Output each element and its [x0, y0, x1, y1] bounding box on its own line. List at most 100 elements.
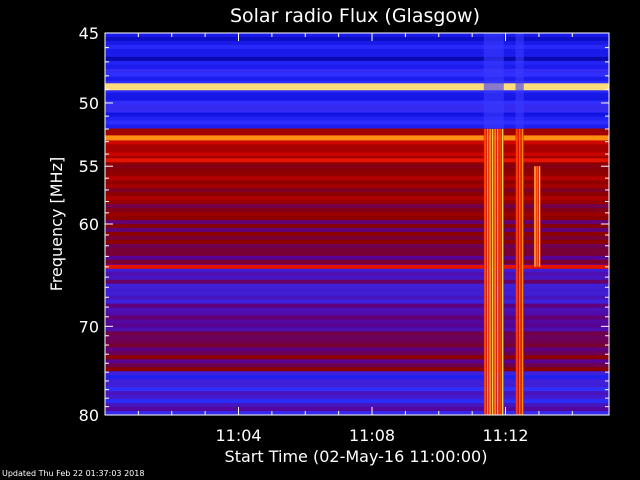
- y-axis-label: Frequency [MHz]: [47, 157, 66, 291]
- frequency-row: [105, 80, 609, 86]
- x-tick-label: 11:08: [349, 426, 395, 445]
- frequency-row: [105, 68, 609, 74]
- burst-streak: [501, 129, 504, 415]
- frequency-row: [105, 299, 609, 305]
- frequency-row: [105, 315, 609, 320]
- frequency-row: [105, 196, 609, 201]
- frequency-row: [105, 271, 609, 277]
- burst-streak: [491, 129, 494, 415]
- frequency-row: [105, 247, 609, 253]
- frequency-row: [105, 227, 609, 233]
- frequency-row: [105, 96, 609, 102]
- frequency-row: [105, 88, 609, 94]
- frequency-row: [105, 160, 609, 165]
- frequency-row: [105, 140, 609, 145]
- frequency-row: [105, 124, 609, 129]
- frequency-row: [105, 379, 609, 384]
- frequency-row: [105, 339, 609, 344]
- frequency-row: [105, 383, 609, 388]
- frequency-row: [105, 267, 609, 273]
- frequency-row: [105, 40, 609, 46]
- frequency-row: [105, 231, 609, 237]
- frequency-row: [105, 255, 609, 261]
- axes: 45 50 55 60 70 80 11:04 11:08 11:12: [79, 24, 610, 445]
- y-tick-label: 55: [79, 157, 99, 176]
- frequency-row: [105, 52, 609, 58]
- frequency-row: [105, 303, 609, 309]
- emission-line: [105, 83, 609, 91]
- burst-streak: [499, 129, 501, 415]
- frequency-row: [105, 33, 609, 38]
- frequency-row: [105, 212, 609, 217]
- frequency-row: [105, 319, 609, 324]
- constant-emission-lines: [105, 83, 609, 269]
- chart-title: Solar radio Flux (Glasgow): [230, 5, 480, 27]
- frequency-row: [105, 399, 609, 404]
- frequency-row: [105, 224, 609, 229]
- frequency-row: [105, 307, 609, 313]
- y-tick-label: 45: [79, 24, 99, 43]
- burst-region: [483, 129, 504, 415]
- frequency-row: [105, 132, 609, 137]
- frequency-row: [105, 104, 609, 110]
- burst-streak: [494, 129, 496, 415]
- burst-streak: [521, 129, 524, 415]
- frequency-row: [105, 239, 609, 245]
- frequency-row: [105, 363, 609, 368]
- frequency-row: [105, 323, 609, 328]
- frequency-row: [105, 351, 609, 356]
- burst-streak: [519, 129, 521, 415]
- frequency-row: [105, 44, 609, 50]
- frequency-row: [105, 367, 609, 372]
- frequency-row: [105, 395, 609, 400]
- frequency-row: [105, 387, 609, 392]
- frequency-row: [105, 60, 609, 66]
- frequency-row: [105, 36, 609, 42]
- frequency-row: [105, 259, 609, 265]
- frequency-row: [105, 116, 609, 122]
- burst-streak: [538, 166, 541, 267]
- frequency-row: [105, 359, 609, 364]
- frequency-row: [105, 120, 609, 126]
- frequency-row: [105, 347, 609, 352]
- burst-low-freq-band: [515, 33, 524, 129]
- frequency-row: [105, 355, 609, 360]
- frequency-row: [105, 371, 609, 376]
- y-tick-label: 70: [79, 317, 99, 336]
- frequency-row: [105, 335, 609, 340]
- frequency-row: [105, 295, 609, 301]
- frequency-row: [105, 291, 609, 297]
- x-tick-label: 11:12: [482, 426, 528, 445]
- frequency-row: [105, 283, 609, 289]
- frequency-row: [105, 192, 609, 197]
- burst-streak: [486, 129, 489, 415]
- updated-timestamp: Updated Thu Feb 22 01:37:03 2018: [2, 469, 145, 478]
- frequency-row: [105, 411, 609, 416]
- frequency-row: [105, 204, 609, 209]
- frequency-row: [105, 128, 609, 133]
- frequency-row: [105, 375, 609, 380]
- frequency-row: [105, 331, 609, 336]
- frequency-row: [105, 327, 609, 332]
- frequency-row: [105, 311, 609, 317]
- emission-line: [105, 135, 609, 141]
- frequency-row: [105, 180, 609, 185]
- frequency-row: [105, 200, 609, 205]
- heatmap-plot-area: [105, 33, 609, 416]
- burst-streak: [484, 129, 486, 415]
- frequency-row: [105, 148, 609, 153]
- frequency-rows: [105, 33, 609, 416]
- frequency-row: [105, 100, 609, 106]
- frequency-row: [105, 407, 609, 412]
- burst-streak: [536, 166, 538, 267]
- burst-streak: [489, 129, 491, 415]
- frequency-row: [105, 403, 609, 408]
- frequency-row: [105, 184, 609, 189]
- frequency-row: [105, 176, 609, 181]
- frequency-row: [105, 108, 609, 114]
- frequency-row: [105, 188, 609, 193]
- frequency-row: [105, 168, 609, 173]
- frequency-row: [105, 92, 609, 98]
- frequency-row: [105, 391, 609, 396]
